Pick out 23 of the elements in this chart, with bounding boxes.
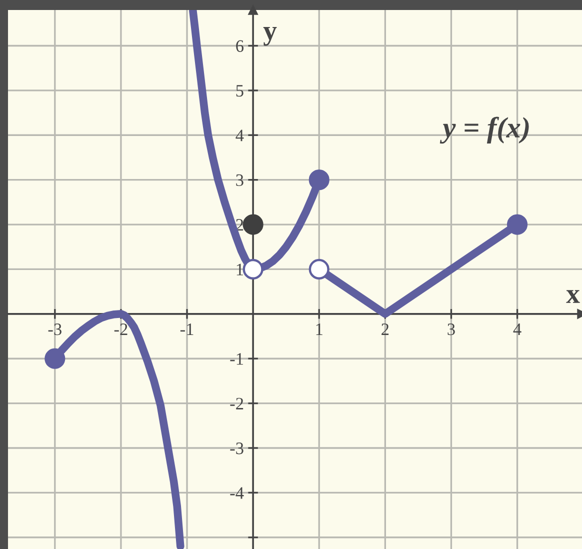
y-tick-label: 6 xyxy=(236,40,244,52)
y-tick-label: 3 xyxy=(236,174,244,186)
point xyxy=(308,170,330,190)
x-tick-label: -3 xyxy=(48,323,62,336)
y-axis-title: y xyxy=(263,27,277,46)
x-tick-label: -1 xyxy=(180,324,194,335)
x-tick-label: 3 xyxy=(448,323,455,336)
x-axis-title: x xyxy=(566,290,580,303)
x-tick-label: 4 xyxy=(513,324,522,335)
y-tick-label: -4 xyxy=(230,487,244,499)
point xyxy=(506,214,528,235)
annotation: y = f(x) xyxy=(440,116,529,144)
y-tick-label: -1 xyxy=(230,353,243,365)
y-tick-label: -2 xyxy=(230,398,244,410)
point xyxy=(44,348,66,369)
x-tick-label: -2 xyxy=(114,323,128,335)
y-tick-label: 5 xyxy=(236,85,244,97)
point xyxy=(242,214,264,235)
y-tick-label: 1 xyxy=(236,264,243,276)
x-tick-label: 2 xyxy=(382,323,389,335)
x-tick-label: 1 xyxy=(316,324,322,335)
y-tick-label: 4 xyxy=(236,130,244,142)
y-tick-label: -3 xyxy=(230,442,244,454)
